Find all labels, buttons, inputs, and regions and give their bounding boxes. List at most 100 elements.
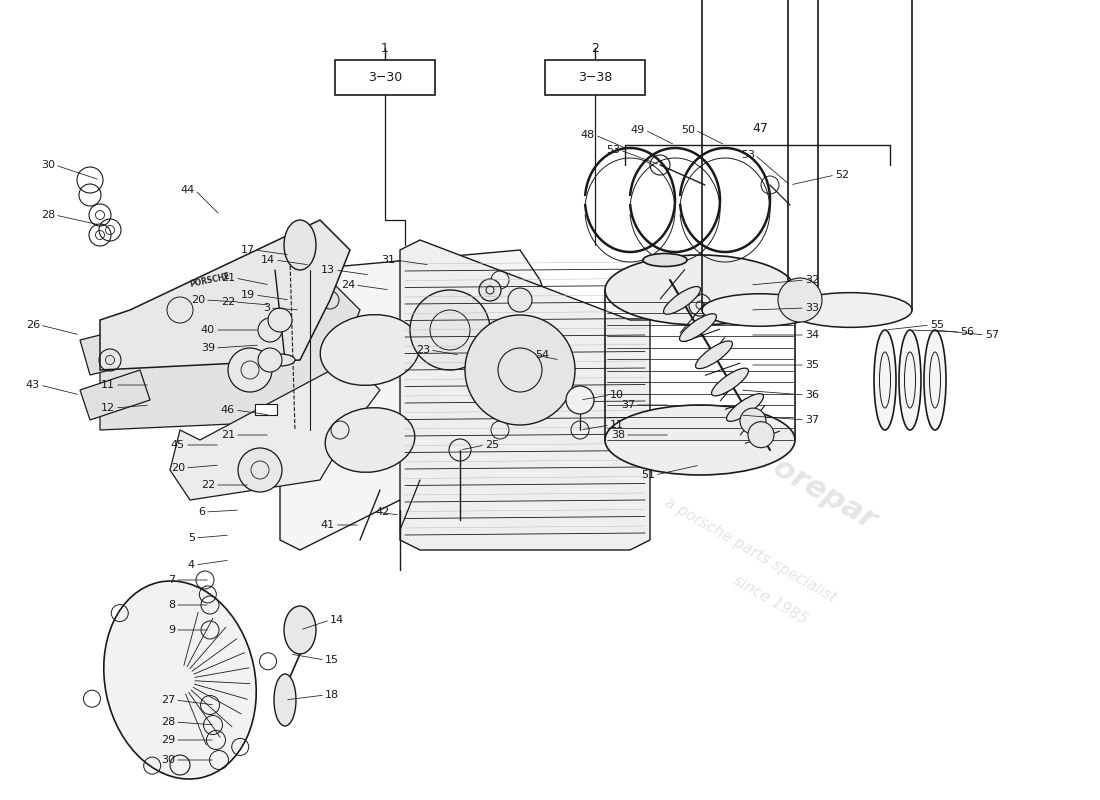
Text: PORSCHE: PORSCHE (189, 271, 231, 289)
Ellipse shape (605, 405, 795, 475)
Text: 47: 47 (752, 122, 768, 134)
Text: 36: 36 (805, 390, 820, 400)
Text: 15: 15 (324, 655, 339, 665)
Text: 42: 42 (375, 507, 389, 517)
Text: 50: 50 (681, 125, 695, 135)
Text: 49: 49 (630, 125, 645, 135)
Text: 1: 1 (381, 42, 389, 54)
Text: 12: 12 (101, 403, 116, 413)
Text: 3: 3 (263, 303, 270, 313)
Text: 41: 41 (321, 520, 336, 530)
Text: 4: 4 (188, 560, 195, 570)
Circle shape (258, 348, 282, 372)
Text: 11: 11 (610, 420, 624, 430)
Text: 18: 18 (324, 690, 339, 700)
Text: 19: 19 (241, 290, 255, 300)
Polygon shape (80, 370, 150, 420)
Ellipse shape (695, 341, 733, 369)
Polygon shape (80, 325, 150, 375)
Ellipse shape (702, 294, 818, 326)
Polygon shape (280, 250, 560, 550)
Text: 57: 57 (984, 330, 999, 340)
Ellipse shape (899, 330, 921, 430)
Ellipse shape (788, 293, 912, 327)
Text: 21: 21 (221, 430, 235, 440)
Text: 54: 54 (535, 350, 549, 360)
Text: 37: 37 (620, 400, 635, 410)
Text: 6: 6 (198, 507, 205, 517)
Circle shape (228, 348, 272, 392)
Circle shape (478, 279, 500, 301)
Circle shape (465, 315, 575, 425)
Text: 48: 48 (581, 130, 595, 140)
Text: 14: 14 (330, 615, 344, 625)
Text: 8: 8 (168, 600, 175, 610)
Text: 46: 46 (221, 405, 235, 415)
Circle shape (566, 386, 594, 414)
Text: 11: 11 (101, 380, 116, 390)
Text: 31: 31 (381, 255, 395, 265)
Circle shape (238, 448, 282, 492)
Ellipse shape (284, 220, 316, 270)
Text: 35: 35 (805, 360, 820, 370)
Text: 21: 21 (221, 273, 235, 283)
Text: 38: 38 (610, 430, 625, 440)
Text: 45: 45 (170, 440, 185, 450)
Ellipse shape (874, 330, 896, 430)
Ellipse shape (274, 674, 296, 726)
Text: 27: 27 (161, 695, 175, 705)
Circle shape (748, 422, 774, 448)
Polygon shape (170, 360, 380, 500)
Text: 40: 40 (201, 325, 214, 335)
Text: 56: 56 (960, 327, 974, 337)
Ellipse shape (644, 254, 688, 266)
Text: 23: 23 (416, 345, 430, 355)
Text: 30: 30 (161, 755, 175, 765)
Text: 22: 22 (200, 480, 214, 490)
Text: 17: 17 (241, 245, 255, 255)
Polygon shape (100, 280, 360, 430)
Text: 26: 26 (26, 320, 40, 330)
Ellipse shape (680, 314, 716, 342)
Text: 30: 30 (41, 160, 55, 170)
Text: 52: 52 (835, 170, 849, 180)
Text: a porsche parts specialist: a porsche parts specialist (662, 494, 838, 606)
Text: 5: 5 (188, 533, 195, 543)
Text: 3−30: 3−30 (367, 71, 403, 84)
Circle shape (508, 288, 532, 312)
Ellipse shape (326, 408, 415, 472)
Ellipse shape (663, 286, 701, 314)
Text: 51: 51 (641, 470, 654, 480)
Ellipse shape (265, 354, 295, 366)
Text: 43: 43 (26, 380, 40, 390)
Text: 32: 32 (805, 275, 820, 285)
Text: 10: 10 (610, 390, 624, 400)
Text: 29: 29 (161, 735, 175, 745)
Text: 28: 28 (161, 717, 175, 727)
Text: 13: 13 (321, 265, 336, 275)
Circle shape (740, 408, 766, 434)
Polygon shape (100, 220, 350, 370)
Polygon shape (400, 240, 650, 550)
Text: eurorepar: eurorepar (718, 425, 881, 535)
Text: 20: 20 (170, 463, 185, 473)
Ellipse shape (320, 314, 420, 386)
Text: 28: 28 (41, 210, 55, 220)
Text: 44: 44 (180, 185, 195, 195)
Text: 2: 2 (591, 42, 598, 54)
Bar (336, 60, 434, 95)
Circle shape (778, 278, 822, 322)
Text: 7: 7 (168, 575, 175, 585)
Ellipse shape (284, 606, 316, 654)
Text: 20: 20 (191, 295, 205, 305)
Text: 3−38: 3−38 (578, 71, 612, 84)
Text: 34: 34 (805, 330, 820, 340)
Text: 37: 37 (805, 415, 820, 425)
Circle shape (410, 290, 490, 370)
Text: 14: 14 (261, 255, 275, 265)
Text: 55: 55 (930, 320, 944, 330)
Ellipse shape (924, 330, 946, 430)
Bar (255, 404, 277, 415)
Text: 53: 53 (606, 145, 620, 155)
Ellipse shape (605, 255, 795, 325)
